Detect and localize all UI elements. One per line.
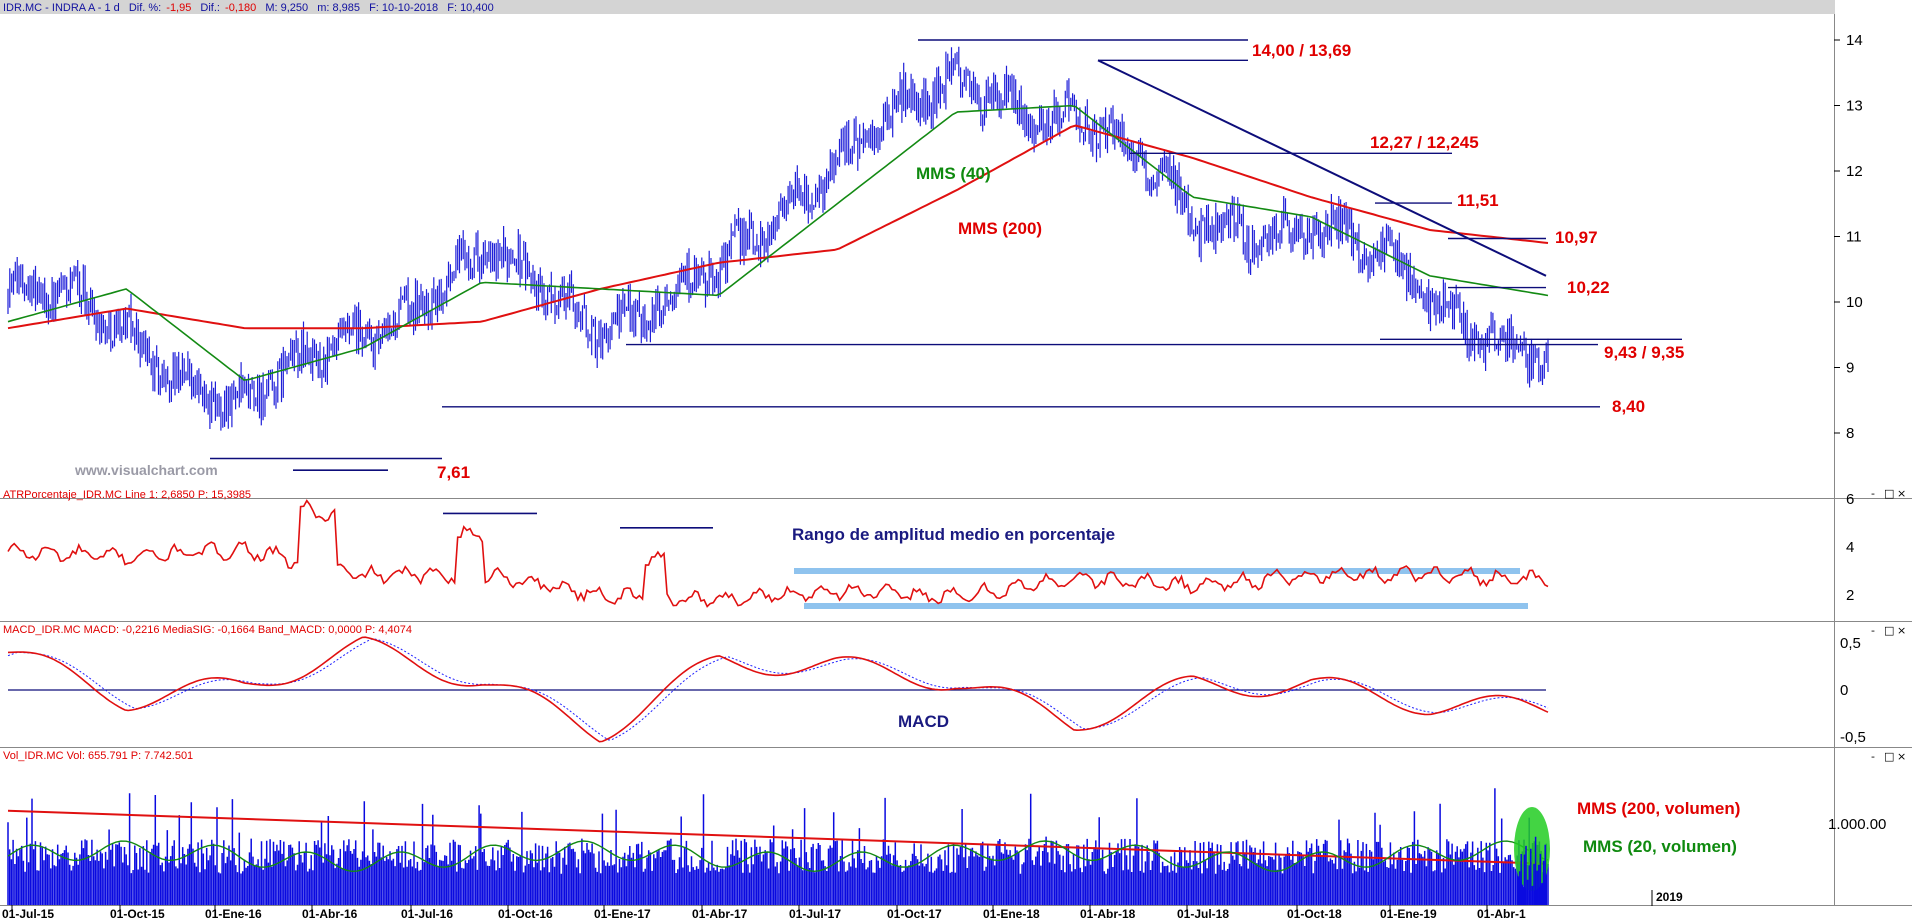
watermark: www.visualchart.com — [74, 462, 218, 478]
date-tick-label: 01-Ene-16 — [205, 907, 262, 921]
header-bar — [0, 0, 1835, 14]
price-bars — [7, 46, 1549, 431]
macd-signal-line — [7, 638, 1549, 741]
price-tick-label: 9 — [1846, 360, 1854, 377]
volume-panel-title: Vol_IDR.MC Vol: 655.791 P: 7.742.501 — [3, 750, 193, 762]
price-tick-label: 14 — [1846, 32, 1863, 49]
date-tick-label: 01-Oct-15 — [110, 907, 165, 921]
header-text: IDR.MC - INDRA A - 1 d Dif. %: -1,95 Dif… — [3, 2, 494, 14]
annotation-1151: 11,51 — [1457, 191, 1499, 210]
annotation-1022: 10,22 — [1567, 278, 1610, 297]
close-icon[interactable]: × — [1897, 487, 1906, 500]
mms40-line — [7, 104, 1549, 381]
label-vol-mms20: MMS (20, volumen) — [1583, 837, 1737, 856]
date-tick-label: 01-Jul-17 — [789, 907, 841, 921]
header-dif-pct: -1,95 — [166, 2, 191, 14]
header-dif-label: Dif.: — [200, 2, 220, 14]
atr-indicator — [7, 469, 1549, 609]
atr-band-lower — [804, 603, 1528, 609]
atr-tick-label: 2 — [1846, 587, 1854, 604]
date-tick-label: 01-Abr-18 — [1080, 907, 1136, 921]
date-tick-label: 01-Jul-15 — [2, 907, 54, 921]
macd-tick-label: 0,5 — [1840, 635, 1861, 652]
header-dif: -0,180 — [225, 2, 256, 14]
date-tick-label: 01-Abr-17 — [692, 907, 748, 921]
close-icon[interactable]: × — [1897, 624, 1906, 637]
macd-tick-label: 0 — [1840, 682, 1848, 699]
date-tick-label: 01-Abr-16 — [302, 907, 358, 921]
label-mms40: MMS (40) — [916, 164, 991, 183]
year-marker-label: 2019 — [1656, 890, 1683, 904]
downtrend-line — [1097, 59, 1547, 277]
date-tick-label: 01-Ene-17 — [594, 907, 651, 921]
atr-line — [7, 499, 1549, 608]
label-atr-title: Rango de amplitud medio en porcentaje — [792, 525, 1115, 544]
maximize-icon[interactable]: □ — [1884, 750, 1894, 763]
volume-tick-label: 1.000.00 — [1828, 816, 1886, 833]
annotation-1097: 10,97 — [1555, 228, 1598, 247]
header-max: M: 9,250 — [265, 2, 308, 14]
annotation-943: 9,43 / 9,35 — [1604, 343, 1684, 362]
annotation-840: 8,40 — [1612, 397, 1645, 416]
close-icon[interactable]: × — [1897, 750, 1906, 763]
header-symbol: IDR.MC - INDRA A - 1 d — [3, 2, 120, 14]
macd-tick-label: -0,5 — [1840, 729, 1866, 746]
atr-tick-label: 4 — [1846, 539, 1854, 556]
date-tick-label: 01-Ene-18 — [983, 907, 1040, 921]
macd-line — [7, 636, 1549, 743]
macd-panel-title: MACD_IDR.MC MACD: -0,2216 MediaSIG: -0,1… — [3, 624, 412, 636]
volume-mms20-line — [7, 840, 1549, 873]
minimize-icon[interactable]: - — [1871, 487, 1875, 500]
date-tick-label: 01-Oct-16 — [498, 907, 553, 921]
header-date: F: 10-10-2018 — [369, 2, 438, 14]
header-min: m: 8,985 — [317, 2, 360, 14]
date-tick-label: 01-Oct-17 — [887, 907, 942, 921]
header-dif-pct-label: Dif. %: — [129, 2, 161, 14]
volume-bars — [7, 788, 1550, 905]
atr-tick-label: 6 — [1846, 491, 1854, 508]
price-overlays — [7, 39, 1682, 460]
price-tick-label: 11 — [1846, 229, 1862, 246]
date-tick-label: 01-Abr-1 — [1477, 907, 1526, 921]
volume-mms200-line — [7, 809, 1547, 865]
price-tick-label: 12 — [1846, 163, 1863, 180]
annotation-14: 14,00 / 13,69 — [1252, 41, 1351, 60]
atr-band-upper — [794, 568, 1520, 574]
date-tick-label: 01-Ene-19 — [1380, 907, 1437, 921]
label-macd: MACD — [898, 712, 949, 731]
date-tick-label: 01-Jul-16 — [401, 907, 453, 921]
price-tick-label: 10 — [1846, 294, 1863, 311]
minimize-icon[interactable]: - — [1871, 624, 1875, 637]
maximize-icon[interactable]: □ — [1884, 624, 1894, 637]
annotation-1227: 12,27 / 12,245 — [1370, 133, 1479, 152]
atr-panel-title: ATRPorcentaje_IDR.MC Line 1: 2,6850 P: 1… — [3, 489, 251, 501]
panel-frames — [0, 14, 1912, 906]
maximize-icon[interactable]: □ — [1884, 487, 1894, 500]
price-bar-series — [7, 46, 1549, 431]
label-vol-mms200: MMS (200, volumen) — [1577, 799, 1740, 818]
label-mms200: MMS (200) — [958, 219, 1042, 238]
date-tick-label: 01-Jul-18 — [1177, 907, 1229, 921]
mms200-line — [7, 124, 1549, 330]
date-tick-label: 01-Oct-18 — [1287, 907, 1342, 921]
minimize-icon[interactable]: - — [1871, 750, 1875, 763]
annotation-761: 7,61 — [437, 463, 470, 482]
macd-indicator — [7, 636, 1549, 743]
header-close: F: 10,400 — [447, 2, 493, 14]
price-tick-label: 8 — [1846, 425, 1854, 442]
axes: 14 13 12 11 10 9 8 6 4 2 0,5 0 -0,5 1.000.00 01-Jul-15… — [2, 32, 1886, 921]
volume-bar-series — [7, 788, 1549, 905]
price-tick-label: 13 — [1846, 98, 1863, 115]
volume-highlight-bars — [1517, 836, 1546, 905]
macd-window-buttons: - □ × — [1871, 624, 1906, 637]
volume-window-buttons: - □ × — [1871, 750, 1906, 763]
atr-window-buttons: - □ × — [1871, 487, 1906, 500]
